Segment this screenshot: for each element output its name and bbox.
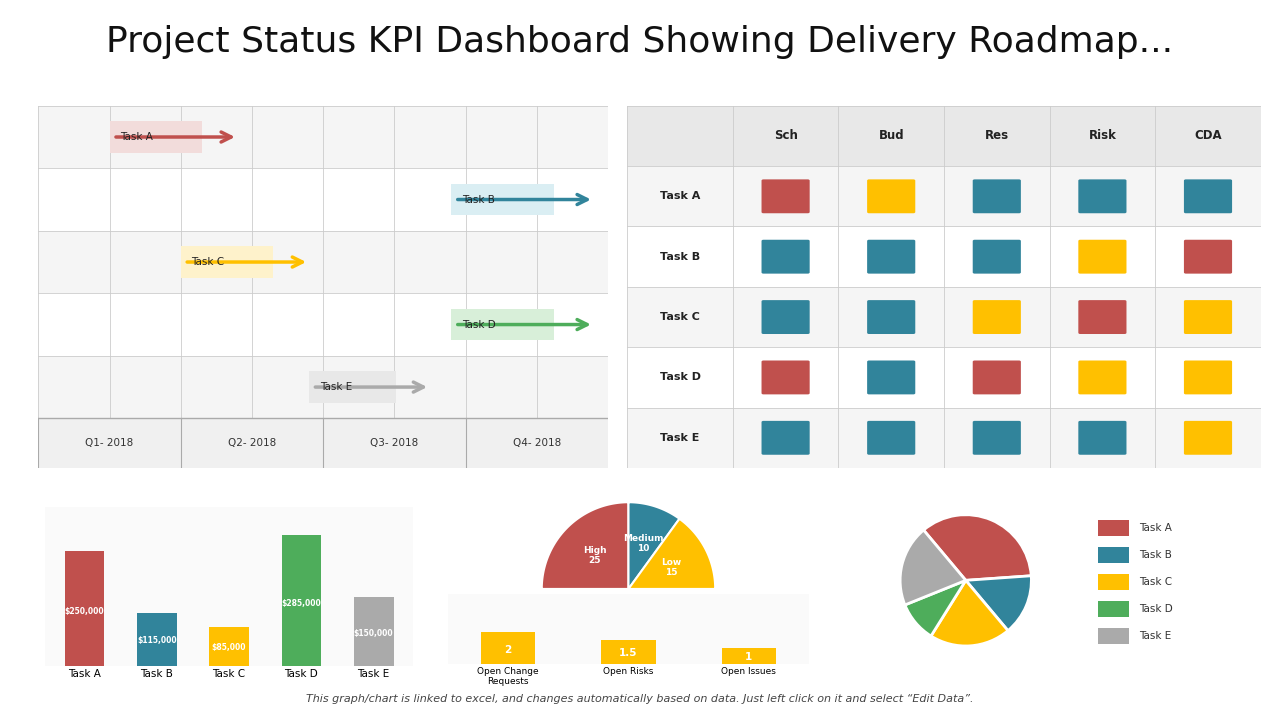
FancyBboxPatch shape [867,421,915,455]
Text: Task D: Task D [462,320,495,330]
Text: 1: 1 [745,652,753,662]
Bar [627,106,1261,166]
Bar [38,356,608,418]
FancyBboxPatch shape [1184,361,1233,395]
Bar [38,168,608,231]
Text: Sch: Sch [773,130,797,143]
Text: $285,000: $285,000 [282,599,321,608]
Text: Task C: Task C [192,257,224,267]
FancyBboxPatch shape [867,179,915,213]
Text: Task C: Task C [1139,577,1172,587]
FancyBboxPatch shape [973,179,1021,213]
Text: Task A: Task A [120,132,154,142]
FancyBboxPatch shape [1078,300,1126,334]
Bar [627,287,1261,347]
Bar [627,166,1261,227]
Bar [110,122,202,153]
Text: Task A: Task A [1139,523,1172,533]
Bar [722,648,776,664]
FancyBboxPatch shape [762,179,810,213]
Bar [282,536,321,666]
Bar [481,632,535,664]
Text: Task D: Task D [659,372,700,382]
FancyBboxPatch shape [1184,179,1233,213]
Text: Task B: Task B [462,194,495,204]
FancyBboxPatch shape [1184,300,1233,334]
Wedge shape [924,515,1032,580]
Bar [209,627,250,666]
Text: Q1- 2018: Q1- 2018 [86,438,133,448]
FancyBboxPatch shape [1078,421,1126,455]
Text: Res: Res [984,130,1009,143]
Text: Task C: Task C [660,312,700,322]
FancyBboxPatch shape [973,240,1021,274]
FancyBboxPatch shape [973,300,1021,334]
Bar [353,598,393,666]
Text: This graph/chart is linked to excel, and changes automatically based on data. Ju: This graph/chart is linked to excel, and… [306,694,974,704]
Bar [308,372,396,402]
FancyBboxPatch shape [1078,179,1126,213]
Text: 1.5: 1.5 [620,648,637,658]
Bar [602,640,655,664]
Bar [452,309,554,340]
Text: Risk: Risk [1088,130,1116,143]
FancyBboxPatch shape [867,300,915,334]
Text: Bud: Bud [878,130,904,143]
Text: $85,000: $85,000 [212,643,246,652]
FancyBboxPatch shape [762,361,810,395]
FancyBboxPatch shape [762,421,810,455]
FancyBboxPatch shape [762,300,810,334]
Bar [38,418,608,468]
Bar [1098,601,1129,617]
Bar [627,408,1261,468]
Text: Task E: Task E [1139,631,1171,641]
Text: Task A: Task A [659,192,700,202]
FancyBboxPatch shape [1078,361,1126,395]
Wedge shape [900,530,966,605]
Bar [65,552,105,666]
Text: 2: 2 [504,644,512,654]
Text: Project Status KPI Dashboard Showing Delivery Roadmap...: Project Status KPI Dashboard Showing Del… [106,25,1174,59]
Bar [627,347,1261,408]
Text: Task B: Task B [660,252,700,261]
FancyBboxPatch shape [1184,421,1233,455]
Text: $115,000: $115,000 [137,636,177,645]
FancyBboxPatch shape [762,240,810,274]
FancyBboxPatch shape [1184,240,1233,274]
Wedge shape [966,576,1032,631]
Text: Task D: Task D [1139,604,1172,614]
Text: Task B: Task B [1139,550,1172,560]
FancyBboxPatch shape [867,361,915,395]
Bar [137,613,177,666]
Bar [38,231,608,293]
Bar [1098,546,1129,563]
FancyBboxPatch shape [973,421,1021,455]
Text: $250,000: $250,000 [65,606,105,616]
Text: Q4- 2018: Q4- 2018 [513,438,561,448]
Bar [452,184,554,215]
Text: Q2- 2018: Q2- 2018 [228,438,276,448]
Bar [1098,520,1129,536]
Wedge shape [931,580,1007,646]
FancyBboxPatch shape [867,240,915,274]
Bar [180,246,273,278]
FancyBboxPatch shape [1078,240,1126,274]
Bar [1098,574,1129,590]
Text: Q3- 2018: Q3- 2018 [370,438,419,448]
FancyBboxPatch shape [973,361,1021,395]
Text: Task E: Task E [660,433,700,443]
Text: CDA: CDA [1194,130,1222,143]
Bar [38,106,608,168]
Bar [627,227,1261,287]
Bar [1098,628,1129,644]
Text: $150,000: $150,000 [353,629,393,637]
Text: Task E: Task E [320,382,352,392]
Bar [38,293,608,356]
Wedge shape [905,580,966,636]
